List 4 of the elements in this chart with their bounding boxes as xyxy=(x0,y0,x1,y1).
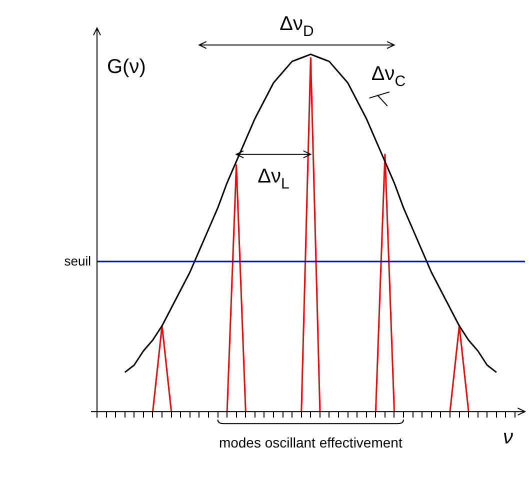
x-axis-title: ν xyxy=(503,426,513,449)
y-axis-title: G(ν) xyxy=(107,56,146,78)
ref-line-label: seuil xyxy=(64,254,92,269)
text: modes oscillant effectivement xyxy=(218,434,402,451)
